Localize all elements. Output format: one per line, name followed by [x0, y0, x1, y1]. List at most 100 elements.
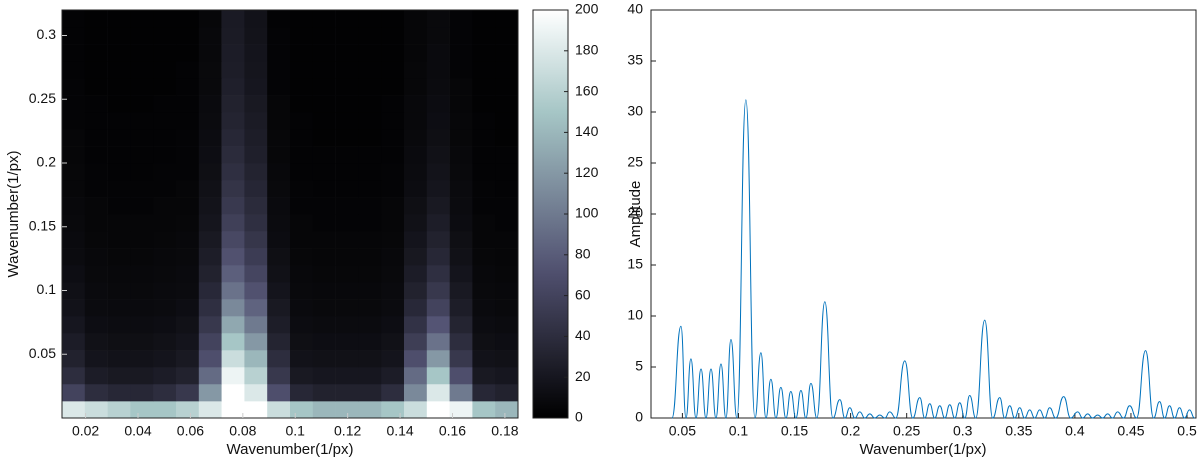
x-tick-label: 0.06	[177, 423, 204, 439]
heatmap-cell	[335, 128, 359, 147]
heatmap-cell	[62, 10, 86, 28]
heatmap-cell	[107, 44, 131, 62]
colorbar-tick-label: 80	[575, 246, 591, 262]
x-tick-label: 0.18	[491, 423, 518, 439]
heatmap-cell	[290, 163, 314, 181]
heatmap-cell	[335, 214, 359, 232]
heatmap-cell	[176, 214, 200, 232]
heatmap-cell	[495, 163, 519, 181]
heatmap-cell	[472, 163, 496, 181]
heatmap-cell	[495, 367, 519, 385]
heatmap-cell	[426, 316, 450, 334]
heatmap-cell	[130, 214, 154, 232]
heatmap-cell	[107, 112, 131, 130]
heatmap-cell	[404, 230, 428, 249]
heatmap-cell	[381, 197, 405, 215]
heatmap-cell	[176, 401, 200, 419]
heatmap-cell	[312, 214, 336, 232]
heatmap-cell	[176, 367, 200, 385]
heatmap-cell	[335, 44, 359, 62]
heatmap-cell	[130, 77, 154, 96]
heatmap-cell	[290, 197, 314, 215]
heatmap-cell	[290, 281, 314, 300]
heatmap-cell	[495, 248, 519, 266]
heatmap-cell	[221, 95, 245, 113]
heatmap-cell	[426, 179, 450, 198]
x-tick-label: 0.05	[669, 423, 696, 439]
heatmap-cell	[267, 112, 291, 130]
colorbar-tick-label: 120	[575, 164, 599, 180]
heatmap-cell	[153, 281, 177, 300]
heatmap-cell	[221, 230, 245, 249]
heatmap-cell	[107, 332, 131, 351]
heatmap-cell	[176, 146, 200, 164]
heatmap-cell	[130, 401, 154, 419]
heatmap-cell	[335, 401, 359, 419]
heatmap-cell	[198, 179, 222, 198]
heatmap-cell	[62, 61, 86, 79]
y-tick-label: 20	[627, 205, 643, 221]
heatmap-cell	[290, 179, 314, 198]
heatmap-cell	[335, 163, 359, 181]
heatmap-cell	[198, 128, 222, 147]
heatmap-cell	[358, 401, 382, 419]
heatmap-cell	[153, 77, 177, 96]
heatmap-cell	[62, 95, 86, 113]
heatmap-cell	[198, 26, 222, 45]
heatmap-cell	[358, 44, 382, 62]
heatmap-cell	[153, 367, 177, 385]
heatmap-cell	[244, 367, 268, 385]
heatmap-cell	[335, 112, 359, 130]
heatmap-cell	[312, 146, 336, 164]
heatmap-cell	[107, 95, 131, 113]
heatmap-cell	[312, 248, 336, 266]
heatmap-cell	[62, 248, 86, 266]
heatmap-cell	[449, 248, 473, 266]
heatmap-cell	[130, 26, 154, 45]
heatmap-cell	[472, 61, 496, 79]
heatmap-cell	[198, 163, 222, 181]
heatmap-cell	[244, 350, 268, 368]
heatmap-cell	[404, 44, 428, 62]
heatmap-cell	[404, 248, 428, 266]
heatmap-cell	[381, 128, 405, 147]
heatmap-cell	[153, 44, 177, 62]
heatmap-cell	[426, 367, 450, 385]
heatmap-cell	[495, 112, 519, 130]
heatmap-cell	[107, 163, 131, 181]
heatmap-cell	[404, 197, 428, 215]
heatmap-cell	[198, 383, 222, 402]
heatmap-cell	[267, 95, 291, 113]
heatmap-cell	[244, 316, 268, 334]
heatmap-cell	[290, 332, 314, 351]
heatmap-cell	[267, 197, 291, 215]
x-tick-label: 0.15	[781, 423, 808, 439]
heatmap-cell	[449, 61, 473, 79]
heatmap-cell	[290, 146, 314, 164]
heatmap-cell	[495, 265, 519, 283]
heatmap-cell	[130, 281, 154, 300]
heatmap-cell	[62, 383, 86, 402]
heatmap-cell	[312, 367, 336, 385]
heatmap-cell	[84, 350, 108, 368]
y-axis-label: Wavenumber(1/px)	[5, 151, 22, 278]
heatmap-cell	[358, 10, 382, 28]
heatmap-cell	[472, 26, 496, 45]
heatmap-cell	[290, 248, 314, 266]
heatmap-cell	[495, 179, 519, 198]
heatmap-cell	[381, 230, 405, 249]
heatmap-cell	[62, 401, 86, 419]
heatmap-cell	[62, 281, 86, 300]
x-tick-label: 0.14	[386, 423, 413, 439]
heatmap-cell	[495, 77, 519, 96]
heatmap-cell	[335, 197, 359, 215]
heatmap-cell	[107, 179, 131, 198]
heatmap-cell	[358, 367, 382, 385]
heatmap-cell	[153, 230, 177, 249]
heatmap-cell	[153, 95, 177, 113]
y-tick-label: 35	[627, 52, 643, 68]
heatmap-cell	[472, 299, 496, 317]
heatmap-cell	[495, 214, 519, 232]
heatmap-cell	[472, 44, 496, 62]
heatmap-cell	[244, 214, 268, 232]
